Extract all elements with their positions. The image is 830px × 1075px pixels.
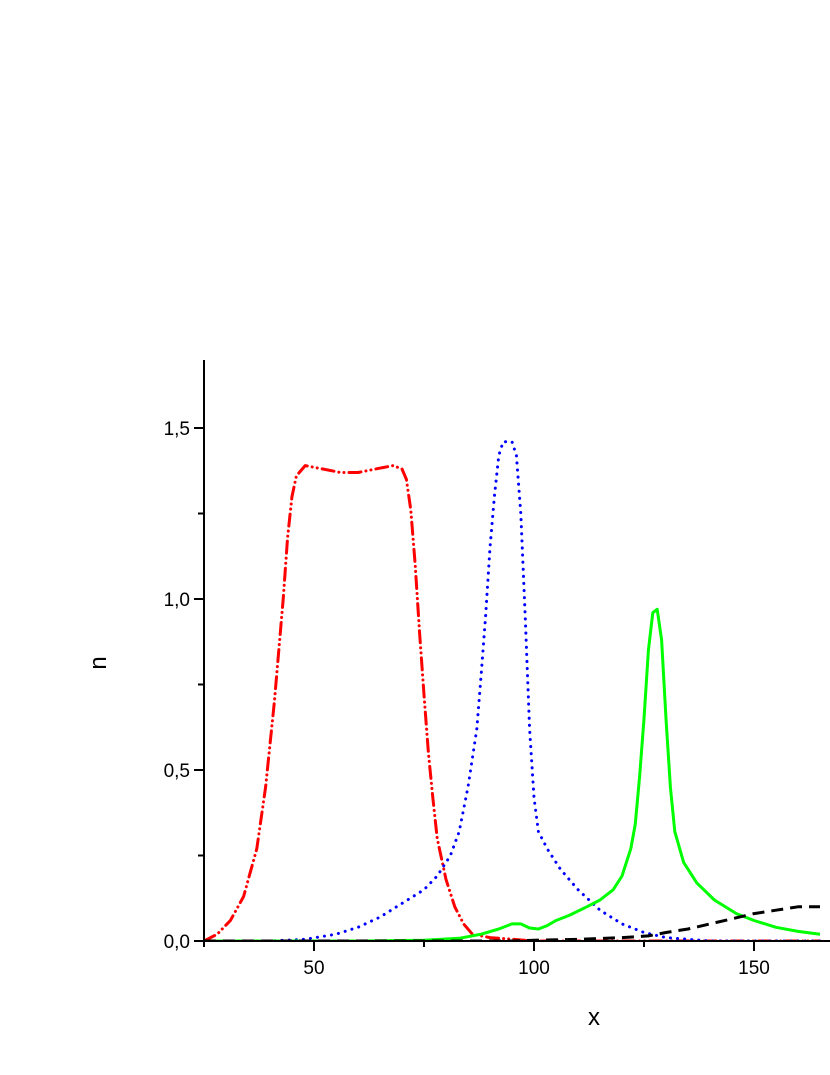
y-tick-label: 0,5 <box>164 761 190 782</box>
y-tick-label: 1,0 <box>164 590 190 611</box>
y-axis-label: n <box>85 656 112 669</box>
x-tick-label: 100 <box>518 958 550 979</box>
series-layer <box>204 440 822 942</box>
y-tick-label: 0,0 <box>164 932 190 953</box>
x-axis-label: x <box>588 1004 600 1031</box>
x-tick-label: 50 <box>303 958 324 979</box>
series-line-3 <box>204 607 821 942</box>
y-tick-label: 1,5 <box>164 419 190 440</box>
axes <box>203 360 830 942</box>
series-line-1 <box>204 464 822 942</box>
x-tick-label: 150 <box>738 958 770 979</box>
ticks: 50 100 150 0,0 0,5 1,0 1,5 <box>164 419 770 979</box>
series-line-2 <box>204 440 822 942</box>
